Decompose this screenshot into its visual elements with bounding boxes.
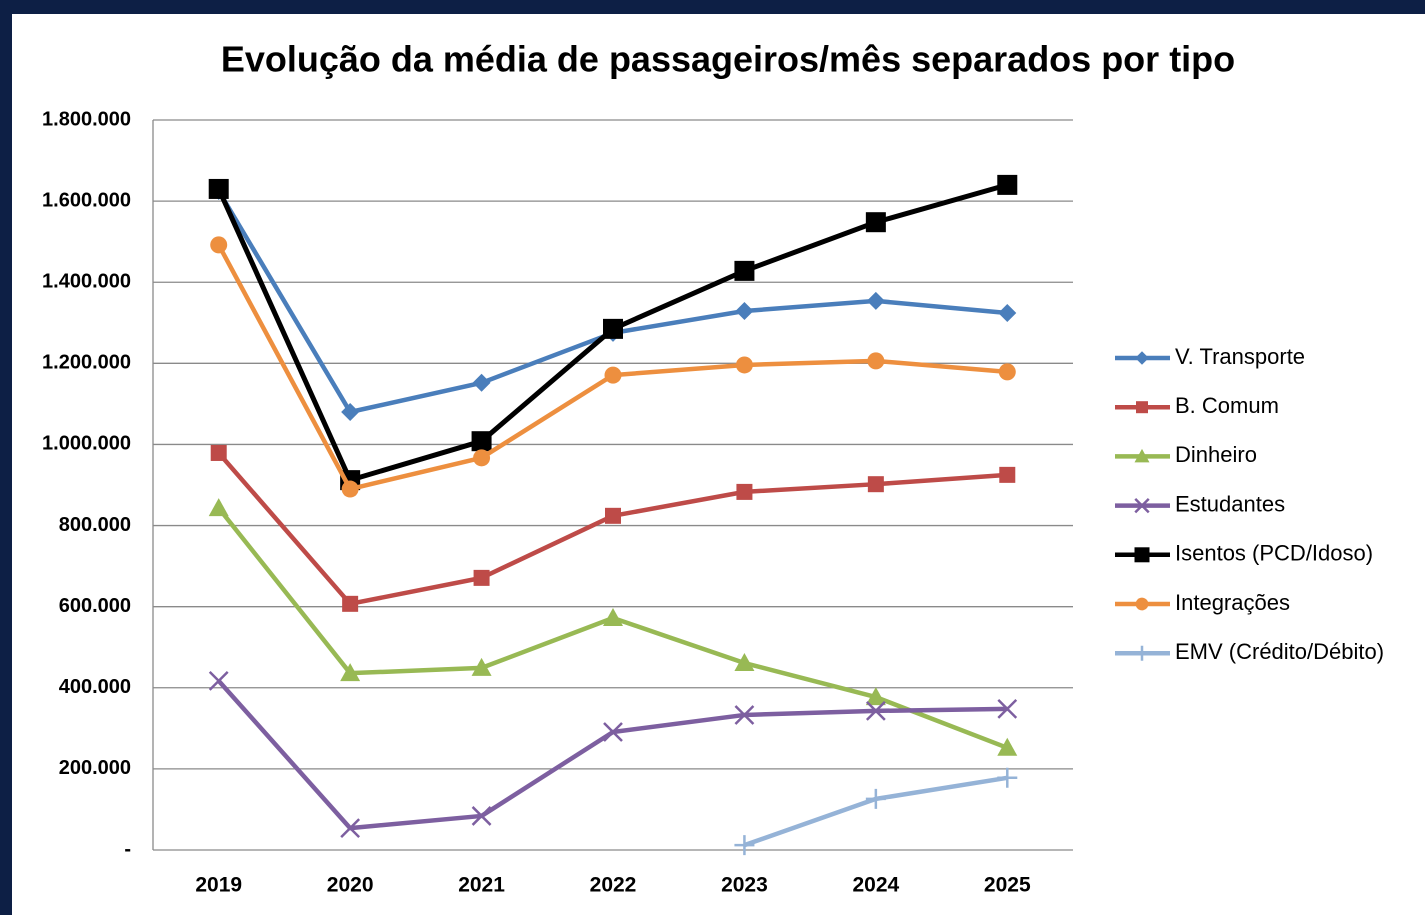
data-point-stroke: [340, 818, 361, 838]
chart-title: Evolução da média de passageiros/mês sep…: [221, 39, 1235, 80]
x-tick-label: 2020: [327, 874, 374, 897]
data-point-stroke: [471, 806, 492, 826]
y-tick-label: 600.000: [59, 595, 131, 617]
data-point-stroke: [997, 698, 1018, 719]
data-point: [473, 569, 490, 586]
data-point: [997, 767, 1018, 788]
data-point: [735, 302, 754, 321]
data-point: [340, 818, 361, 838]
chart-panel: [12, 14, 1425, 915]
legend-label: B. Comum: [1175, 393, 1279, 418]
data-point: [998, 304, 1017, 323]
x-tick-label: 2022: [590, 874, 637, 897]
data-point-stroke: [865, 701, 886, 721]
y-tick-label: 800.000: [59, 514, 131, 536]
legend-marker: [1134, 497, 1150, 514]
data-point: [997, 737, 1018, 756]
data-point: [605, 507, 621, 524]
data-point: [866, 291, 885, 310]
data-point: [471, 431, 492, 452]
data-point: [208, 178, 229, 199]
data-point: [867, 352, 885, 370]
data-point: [734, 260, 755, 281]
x-tick-label: 2025: [984, 874, 1031, 897]
legend-label: Integrações: [1175, 590, 1290, 615]
legend-label: V. Transporte: [1175, 344, 1305, 369]
legend-label: EMV (Crédito/Débito): [1175, 639, 1384, 664]
data-point: [998, 363, 1016, 381]
y-tick-label: 1.800.000: [42, 108, 131, 130]
legend-marker: [1135, 351, 1149, 365]
legend-marker: [1134, 448, 1150, 463]
data-point: [997, 174, 1018, 195]
data-point: [735, 356, 753, 374]
legend-marker-stroke: [1134, 645, 1150, 661]
data-point: [865, 212, 886, 233]
data-point-stroke: [603, 722, 623, 742]
data-point: [342, 595, 359, 612]
legend-marker: [1134, 645, 1150, 661]
data-point-stroke: [997, 767, 1018, 788]
data-point: [865, 788, 886, 809]
data-point-stroke: [734, 705, 755, 725]
data-point: [341, 480, 359, 498]
legend-marker: [1135, 597, 1149, 611]
data-point: [472, 373, 491, 392]
x-tick-label: 2024: [852, 874, 899, 897]
data-point: [471, 657, 492, 676]
data-point: [999, 466, 1016, 483]
y-tick-label: -: [124, 838, 131, 860]
data-point: [341, 403, 360, 421]
data-point: [340, 663, 361, 682]
y-tick-label: 1.000.000: [42, 433, 131, 455]
data-point: [603, 318, 623, 339]
y-tick-label: 400.000: [59, 676, 131, 698]
y-tick-label: 1.600.000: [42, 189, 131, 211]
data-point: [208, 498, 229, 517]
data-point: [473, 449, 491, 467]
y-tick-label: 1.200.000: [42, 352, 131, 374]
x-tick-label: 2023: [721, 874, 768, 897]
legend-label: Estudantes: [1175, 491, 1285, 516]
data-point: [208, 670, 229, 691]
data-point: [865, 687, 886, 706]
data-point: [736, 483, 753, 500]
data-point: [997, 698, 1018, 719]
data-point: [867, 476, 884, 493]
y-tick-label: 200.000: [59, 757, 131, 779]
data-point-stroke: [734, 835, 755, 856]
legend-marker: [1136, 401, 1148, 414]
x-tick-label: 2019: [195, 874, 242, 897]
data-point: [734, 835, 755, 856]
data-point: [734, 653, 755, 672]
data-point: [734, 705, 755, 725]
data-point-stroke: [865, 788, 886, 809]
x-tick-label: 2021: [458, 874, 505, 897]
data-point: [603, 608, 623, 627]
legend-marker: [1134, 547, 1150, 563]
data-point: [865, 701, 886, 721]
legend-label: Dinheiro: [1175, 442, 1257, 467]
data-point-stroke: [208, 670, 229, 691]
data-point: [603, 722, 623, 742]
data-point: [210, 236, 228, 254]
legend-label: Isentos (PCD/Idoso): [1175, 541, 1373, 566]
data-point: [471, 806, 492, 826]
data-point: [604, 366, 622, 384]
data-point: [210, 444, 227, 461]
legend-marker-stroke: [1134, 497, 1150, 514]
y-tick-label: 1.400.000: [42, 271, 131, 293]
